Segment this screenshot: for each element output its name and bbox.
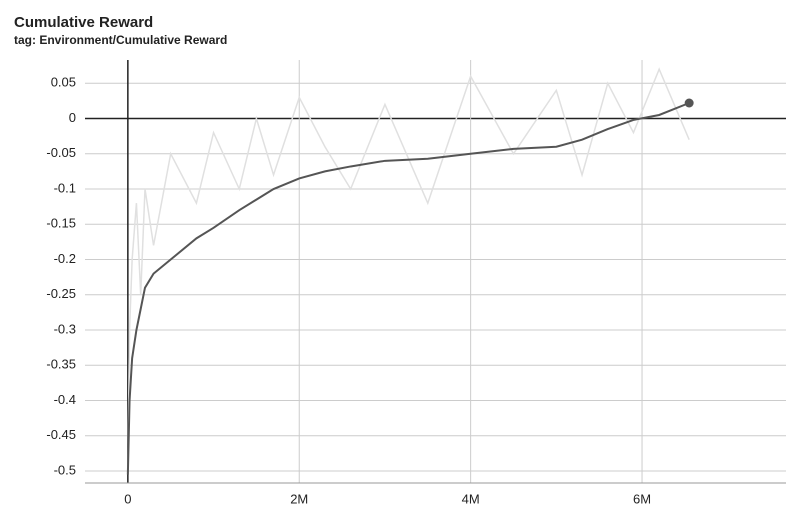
y-tick-label: -0.25	[46, 286, 76, 301]
y-tick-label: -0.4	[54, 392, 76, 407]
y-tick-label: 0	[69, 110, 76, 125]
x-tick-label: 6M	[633, 491, 651, 506]
last-point-marker	[684, 98, 694, 108]
y-tick-label: -0.1	[54, 180, 76, 195]
tick-labels: -0.5 -0.45 -0.4 -0.35 -0.3 -0.25 -0.2 -0.15 -0.1…	[46, 75, 651, 507]
y-tick-label: -0.05	[46, 145, 76, 160]
y-tick-label: -0.45	[46, 427, 76, 442]
x-tick-label: 4M	[462, 491, 480, 506]
y-tick-label: -0.35	[46, 357, 76, 372]
x-tick-label: 2M	[290, 491, 308, 506]
plot-area	[126, 67, 694, 475]
grid	[85, 60, 786, 484]
series-line	[126, 102, 690, 475]
y-tick-label: -0.3	[54, 321, 76, 336]
y-tick-label: -0.5	[54, 462, 76, 477]
x-tick-label: 0	[124, 491, 131, 506]
y-tick-label: -0.15	[46, 216, 76, 231]
y-tick-label: 0.05	[51, 75, 76, 90]
series-line	[127, 67, 690, 472]
chart-title: Cumulative Reward	[14, 14, 153, 31]
chart-subtitle: tag: Environment/Cumulative Reward	[14, 33, 227, 47]
y-tick-label: -0.2	[54, 251, 76, 266]
